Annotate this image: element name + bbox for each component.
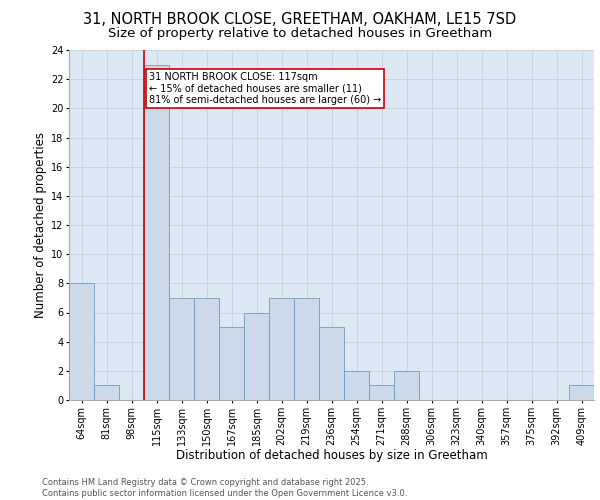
- Bar: [169, 298, 194, 400]
- Bar: [319, 327, 344, 400]
- X-axis label: Distribution of detached houses by size in Greetham: Distribution of detached houses by size …: [176, 449, 487, 462]
- Bar: [344, 371, 369, 400]
- Bar: [69, 284, 94, 400]
- Bar: [394, 371, 419, 400]
- Bar: [194, 298, 219, 400]
- Bar: [569, 386, 594, 400]
- Bar: [219, 327, 244, 400]
- Text: 31, NORTH BROOK CLOSE, GREETHAM, OAKHAM, LE15 7SD: 31, NORTH BROOK CLOSE, GREETHAM, OAKHAM,…: [83, 12, 517, 28]
- Bar: [269, 298, 294, 400]
- Text: Contains HM Land Registry data © Crown copyright and database right 2025.
Contai: Contains HM Land Registry data © Crown c…: [42, 478, 407, 498]
- Text: Size of property relative to detached houses in Greetham: Size of property relative to detached ho…: [108, 28, 492, 40]
- Bar: [94, 386, 119, 400]
- Bar: [144, 64, 169, 400]
- Bar: [244, 312, 269, 400]
- Y-axis label: Number of detached properties: Number of detached properties: [34, 132, 47, 318]
- Bar: [369, 386, 394, 400]
- Text: 31 NORTH BROOK CLOSE: 117sqm
← 15% of detached houses are smaller (11)
81% of se: 31 NORTH BROOK CLOSE: 117sqm ← 15% of de…: [149, 72, 381, 105]
- Bar: [294, 298, 319, 400]
